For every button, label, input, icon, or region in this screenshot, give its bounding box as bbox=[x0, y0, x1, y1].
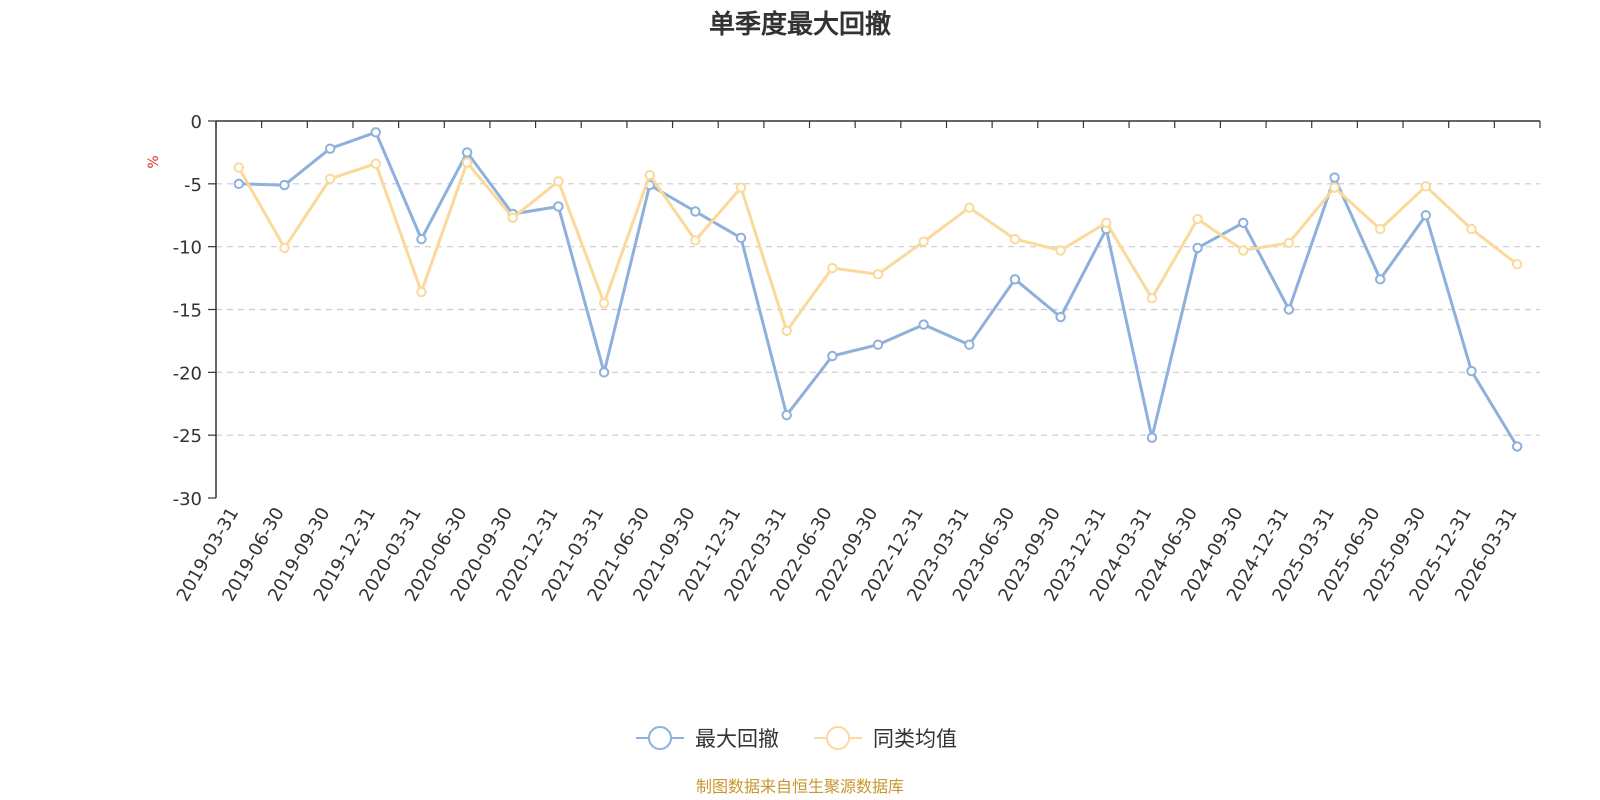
series-layer bbox=[233, 127, 1523, 452]
data-point[interactable] bbox=[279, 179, 290, 191]
y-tick-label: -15 bbox=[173, 301, 202, 322]
data-point[interactable] bbox=[1055, 245, 1066, 256]
data-point[interactable] bbox=[1192, 213, 1203, 225]
data-point[interactable] bbox=[872, 339, 884, 350]
legend[interactable]: 最大回撤 同类均值 bbox=[636, 726, 957, 751]
data-point[interactable] bbox=[872, 269, 884, 280]
data-point[interactable] bbox=[1375, 223, 1386, 235]
data-point[interactable] bbox=[964, 339, 975, 350]
data-point[interactable] bbox=[279, 242, 290, 254]
legend-marker bbox=[826, 726, 850, 750]
data-point[interactable] bbox=[324, 143, 336, 154]
data-point[interactable] bbox=[690, 206, 701, 217]
legend-item[interactable]: 同类均值 bbox=[814, 726, 957, 751]
legend-marker bbox=[648, 726, 672, 750]
data-point[interactable] bbox=[1192, 242, 1203, 254]
data-point[interactable] bbox=[918, 236, 929, 247]
data-point[interactable] bbox=[918, 319, 929, 330]
data-point[interactable] bbox=[1009, 233, 1021, 245]
data-point[interactable] bbox=[1101, 217, 1112, 228]
data-point[interactable] bbox=[1511, 259, 1523, 270]
data-point[interactable] bbox=[1146, 292, 1158, 304]
data-point[interactable] bbox=[1009, 274, 1021, 285]
data-point[interactable] bbox=[827, 350, 838, 362]
data-point[interactable] bbox=[1466, 365, 1477, 377]
data-point[interactable] bbox=[1511, 441, 1523, 452]
y-tick-label: 0 bbox=[191, 112, 202, 133]
data-point[interactable] bbox=[416, 233, 427, 245]
chart-title: 单季度最大回撤 bbox=[709, 9, 891, 40]
y-tick-label: -30 bbox=[173, 489, 202, 510]
data-point[interactable] bbox=[553, 176, 564, 187]
data-point[interactable] bbox=[1466, 223, 1477, 235]
data-point[interactable] bbox=[1329, 182, 1340, 193]
data-point[interactable] bbox=[735, 232, 747, 244]
data-point[interactable] bbox=[827, 262, 838, 274]
y-tick-label: -10 bbox=[173, 238, 202, 259]
data-point[interactable] bbox=[233, 162, 245, 173]
data-point[interactable] bbox=[461, 147, 473, 158]
data-point[interactable] bbox=[233, 178, 245, 190]
data-point[interactable] bbox=[1375, 274, 1386, 285]
data-point[interactable] bbox=[324, 173, 336, 185]
data-point[interactable] bbox=[690, 235, 701, 246]
data-point[interactable] bbox=[598, 298, 610, 309]
legend-label: 同类均值 bbox=[873, 727, 957, 751]
data-point[interactable] bbox=[598, 367, 610, 378]
data-point[interactable] bbox=[1055, 311, 1066, 323]
data-point[interactable] bbox=[416, 286, 427, 298]
y-tick-label: -20 bbox=[173, 363, 202, 384]
data-point[interactable] bbox=[964, 202, 975, 213]
data-point[interactable] bbox=[644, 169, 655, 181]
data-point[interactable] bbox=[461, 157, 473, 168]
footer-source: 制图数据来自恒生聚源数据库 bbox=[696, 777, 904, 796]
y-tick-label: -25 bbox=[173, 426, 202, 447]
data-point[interactable] bbox=[1283, 237, 1295, 249]
series-1 bbox=[233, 127, 1523, 452]
data-point[interactable] bbox=[1420, 181, 1432, 192]
data-point[interactable] bbox=[1283, 304, 1295, 315]
data-point[interactable] bbox=[370, 158, 381, 169]
data-point[interactable] bbox=[781, 409, 792, 421]
y-tick-label: -5 bbox=[184, 175, 202, 196]
data-point[interactable] bbox=[1329, 172, 1340, 183]
y-axis-unit: % bbox=[146, 155, 162, 168]
legend-label: 最大回撤 bbox=[695, 727, 779, 751]
data-point[interactable] bbox=[1146, 432, 1158, 443]
data-point[interactable] bbox=[507, 212, 518, 223]
legend-item[interactable]: 最大回撤 bbox=[636, 726, 779, 751]
series-line bbox=[238, 130, 1519, 448]
series-2 bbox=[233, 157, 1523, 337]
data-point[interactable] bbox=[370, 127, 381, 138]
data-point[interactable] bbox=[1420, 210, 1432, 221]
data-point[interactable] bbox=[781, 325, 792, 337]
data-point[interactable] bbox=[1238, 217, 1249, 228]
data-point[interactable] bbox=[1238, 245, 1249, 256]
data-point[interactable] bbox=[553, 201, 564, 212]
data-point[interactable] bbox=[735, 182, 747, 193]
